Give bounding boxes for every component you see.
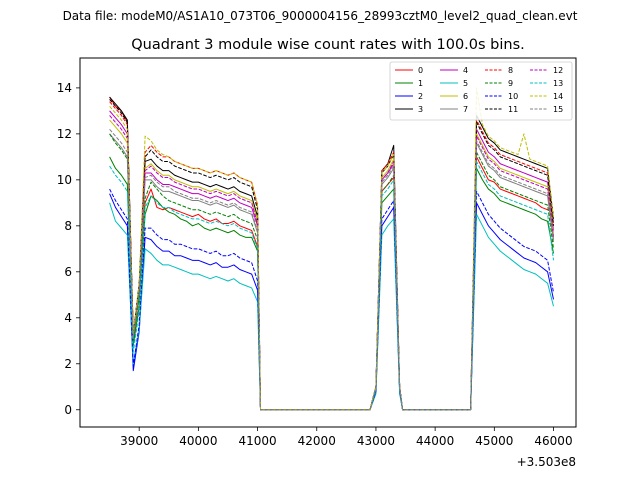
x-axis-offset-label: +3.503e8 [517, 455, 576, 469]
legend-label-10: 10 [508, 92, 518, 101]
legend-label-9: 9 [508, 79, 513, 88]
legend-label-1: 1 [418, 79, 423, 88]
y-tick-label-6: 6 [64, 265, 72, 279]
legend-label-0: 0 [418, 66, 423, 75]
x-tick-label-46000: 46000 [534, 434, 572, 448]
series-line-3 [109, 96, 555, 411]
y-tick-label-12: 12 [57, 127, 72, 141]
y-tick-label-14: 14 [57, 81, 72, 95]
series-line-4 [109, 110, 555, 411]
legend-label-3: 3 [418, 105, 423, 114]
y-tick-label-10: 10 [57, 173, 72, 187]
chart-title: Quadrant 3 module wise count rates with … [131, 37, 525, 53]
legend-label-6: 6 [463, 92, 468, 101]
series-line-10 [109, 188, 555, 411]
series-line-11 [109, 99, 555, 411]
x-tick-label-41000: 41000 [238, 434, 276, 448]
series-line-9 [109, 133, 555, 411]
series-line-15 [109, 128, 555, 411]
legend-label-8: 8 [508, 66, 513, 75]
series-line-14 [109, 87, 555, 411]
series-line-1 [109, 156, 555, 411]
legend-label-13: 13 [553, 79, 563, 88]
legend-label-7: 7 [463, 105, 468, 114]
y-tick-label-4: 4 [64, 311, 72, 325]
axes-frame [79, 57, 577, 428]
legend-label-4: 4 [463, 66, 468, 75]
y-tick-label-8: 8 [64, 219, 72, 233]
x-tick-label-39000: 39000 [120, 434, 158, 448]
x-tick-label-44000: 44000 [416, 434, 454, 448]
series-line-8 [109, 101, 555, 411]
legend-label-15: 15 [553, 105, 563, 114]
legend-label-12: 12 [553, 66, 563, 75]
x-tick-label-45000: 45000 [475, 434, 513, 448]
x-tick-label-42000: 42000 [298, 434, 336, 448]
series-line-6 [109, 119, 555, 411]
series-line-2 [109, 193, 554, 411]
legend-label-2: 2 [418, 92, 423, 101]
series-line-0 [109, 96, 554, 411]
x-tick-label-43000: 43000 [357, 434, 395, 448]
series-line-5 [109, 202, 554, 411]
x-tick-label-40000: 40000 [179, 434, 217, 448]
y-axis: 0 2 4 6 8 10 12 14 [57, 81, 80, 417]
series-line-13 [109, 160, 555, 411]
x-axis: 39000 40000 41000 42000 43000 44000 45000 46000 [120, 427, 573, 448]
y-tick-label-2: 2 [64, 357, 72, 371]
y-tick-label-0: 0 [64, 403, 72, 417]
series-layer [109, 87, 555, 411]
legend-box [389, 61, 573, 121]
series-line-12 [109, 115, 555, 411]
legend-label-11: 11 [508, 105, 518, 114]
series-line-7 [109, 133, 555, 411]
suptitle: Data file: modeM0/AS1A10_073T06_90000041… [63, 9, 578, 23]
legend-label-5: 5 [463, 79, 468, 88]
legend-label-14: 14 [553, 92, 563, 101]
